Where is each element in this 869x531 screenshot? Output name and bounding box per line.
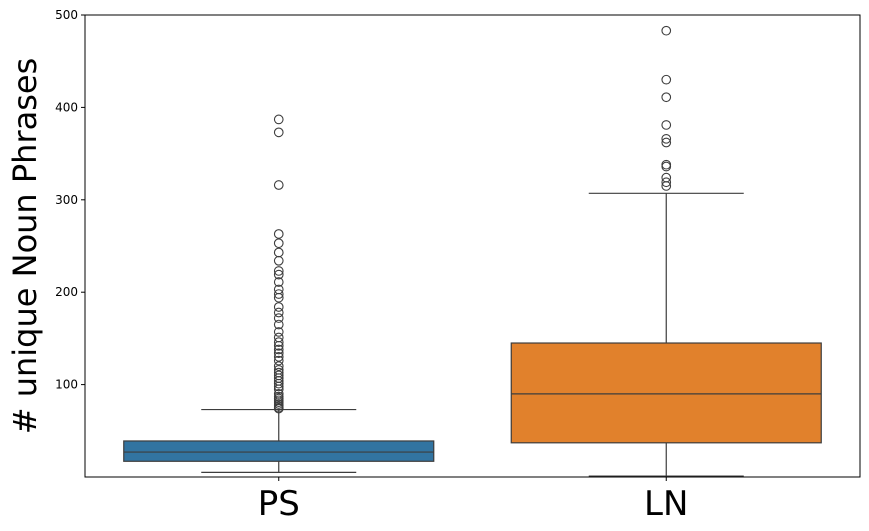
outlier-point [661,25,672,36]
plot-frame [84,14,861,478]
outlier-point [273,337,284,347]
outlier-point [273,114,284,125]
outlier-point [273,388,284,399]
y-tick-label: 100 [55,378,78,392]
outlier-point [273,266,284,276]
y-axis-title: # unique Noun Phrases [6,58,44,435]
outlier-point [273,361,284,371]
outlier-point [661,120,672,130]
box-iqr [510,342,822,444]
outlier-point [661,177,672,188]
outlier-point [273,269,284,280]
outlier-point [661,133,672,144]
x-axis: PS LN [258,477,688,524]
outlier-point [661,92,672,103]
outlier-point [273,289,284,299]
outlier-point [273,344,284,355]
y-tick-label: 200 [55,285,78,299]
outlier-point [273,302,284,312]
box-group-ln [510,25,822,477]
outlier-point [273,255,284,266]
outlier-point [273,247,284,258]
outlier-point [273,348,284,359]
outlier-point [661,161,672,172]
outlier-point [661,159,672,170]
box-iqr [123,440,435,462]
outlier-point [273,284,284,295]
outlier-point [273,307,284,318]
outlier-point [273,327,284,337]
y-tick-label: 300 [55,193,78,207]
x-tick-label: PS [258,484,300,524]
outlier-point [661,137,672,148]
outlier-point [273,180,284,190]
outlier-point [273,364,284,375]
outlier-point [273,352,284,362]
outlier-point [273,238,284,249]
outlier-point [273,319,284,330]
outlier-point [661,172,672,183]
outlier-point [273,229,284,239]
y-tick-label: 400 [55,100,78,114]
outlier-point [273,370,284,381]
outlier-point [273,127,284,138]
outlier-point [273,332,284,343]
outlier-point [661,74,672,85]
y-axis: 100 200 300 400 500 [55,8,85,392]
x-tick-label: LN [644,484,688,524]
box-group-ps [123,114,435,473]
outlier-point [273,391,284,402]
outlier-point [273,277,284,287]
y-tick-label: 500 [55,8,78,22]
outlier-point [273,313,284,323]
plot-marks [123,25,822,477]
outlier-point [273,367,284,378]
outlier-point [273,355,284,366]
